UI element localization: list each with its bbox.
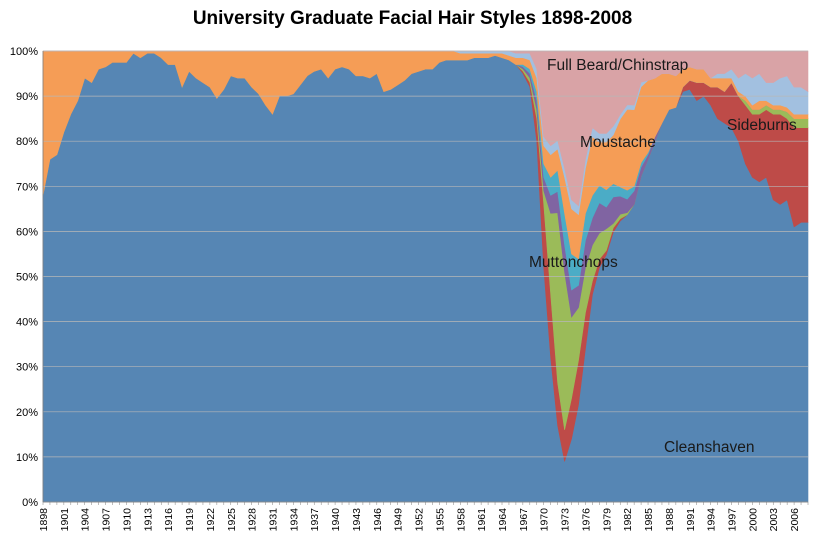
y-tick-label: 10% bbox=[16, 452, 38, 464]
x-tick-label: 1931 bbox=[268, 508, 280, 532]
x-tick-label: 1949 bbox=[393, 508, 405, 532]
x-tick-label: 1928 bbox=[247, 508, 259, 532]
series-area-cleanshaven bbox=[42, 52, 809, 503]
x-axis: 1898 1901 1904 1907 1910 1913 1916 1919 1922 1925… bbox=[38, 501, 809, 532]
x-tick-label: 1979 bbox=[601, 508, 613, 532]
x-tick-label: 1925 bbox=[226, 508, 238, 532]
series-label-muttonchops: Muttonchops bbox=[529, 254, 618, 271]
y-tick-label: 0% bbox=[22, 497, 38, 509]
x-tick-label: 1937 bbox=[309, 508, 321, 532]
series-labels: Cleanshaven Sideburns Muttonchops Moustache… bbox=[529, 57, 797, 456]
x-tick-label: 1940 bbox=[330, 508, 342, 532]
y-tick-label: 20% bbox=[16, 407, 38, 419]
x-tick-label: 1982 bbox=[622, 508, 634, 532]
x-tick-label: 1961 bbox=[476, 508, 488, 532]
x-tick-label: 1967 bbox=[518, 508, 530, 532]
x-tick-label: 1994 bbox=[706, 508, 718, 532]
x-tick-label: 2003 bbox=[768, 508, 780, 532]
y-axis: 0% 10% 20% 30% 40% 50% 60% 70% 80% 90% 100% bbox=[10, 46, 44, 509]
x-tick-label: 1988 bbox=[664, 508, 676, 532]
y-tick-label: 90% bbox=[16, 91, 38, 103]
x-tick-label: 1898 bbox=[38, 508, 50, 532]
y-tick-label: 60% bbox=[16, 226, 38, 238]
x-tick-label: 1919 bbox=[184, 508, 196, 532]
series-label-moustache: Moustache bbox=[580, 134, 656, 151]
x-tick-label: 1907 bbox=[101, 508, 113, 532]
x-tick-label: 1913 bbox=[142, 508, 154, 532]
x-tick-label: 1973 bbox=[560, 508, 572, 532]
x-tick-label: 1991 bbox=[685, 508, 697, 532]
y-tick-label: 40% bbox=[16, 317, 38, 329]
series-label-cleanshaven: Cleanshaven bbox=[664, 439, 754, 456]
y-tick-label: 80% bbox=[16, 136, 38, 148]
y-tick-label: 100% bbox=[10, 46, 38, 58]
x-tick-label: 1952 bbox=[414, 508, 426, 532]
series-label-sideburns: Sideburns bbox=[727, 117, 797, 134]
x-tick-label: 1934 bbox=[288, 508, 300, 532]
x-tick-label: 1955 bbox=[434, 508, 446, 532]
x-tick-label: 1970 bbox=[539, 508, 551, 532]
y-tick-label: 30% bbox=[16, 362, 38, 374]
x-tick-label: 1985 bbox=[643, 508, 655, 532]
x-tick-label: 1916 bbox=[163, 508, 175, 532]
x-tick-label: 1904 bbox=[80, 508, 92, 532]
chart-title: University Graduate Facial Hair Styles 1… bbox=[192, 8, 633, 29]
x-tick-label: 1901 bbox=[59, 508, 71, 532]
x-tick-label: 1922 bbox=[205, 508, 217, 532]
x-tick-label: 1976 bbox=[580, 508, 592, 532]
x-tick-label: 1964 bbox=[497, 508, 509, 532]
y-tick-label: 70% bbox=[16, 181, 38, 193]
x-tick-label: 1943 bbox=[351, 508, 363, 532]
x-tick-label: 2006 bbox=[789, 508, 801, 532]
series-label-full-beard-chinstrap: Full Beard/Chinstrap bbox=[547, 57, 688, 74]
y-tick-label: 50% bbox=[16, 272, 38, 284]
x-tick-label: 1910 bbox=[121, 508, 133, 532]
x-tick-label: 1997 bbox=[727, 508, 739, 532]
x-tick-label: 1946 bbox=[372, 508, 384, 532]
x-tick-label: 2000 bbox=[747, 508, 759, 532]
x-tick-label: 1958 bbox=[455, 508, 467, 532]
